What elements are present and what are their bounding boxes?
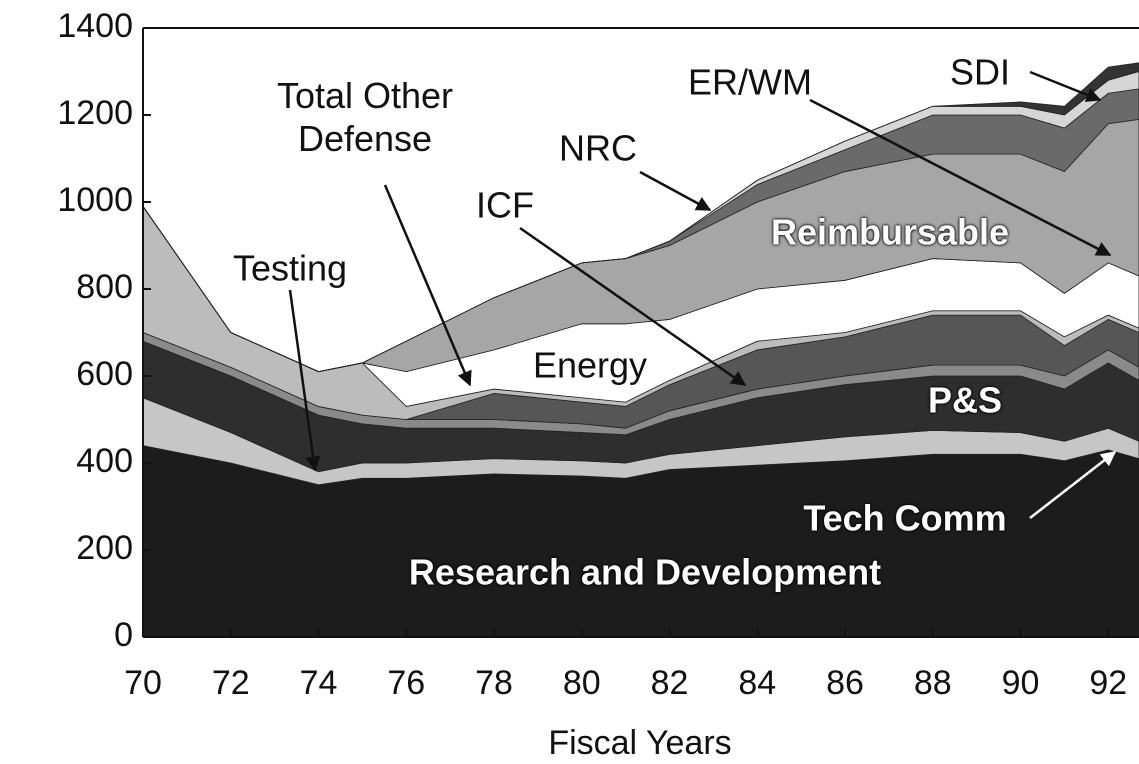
arrow <box>1029 451 1117 519</box>
series-label: Reimbursable <box>770 211 1010 253</box>
arrow <box>1029 70 1102 102</box>
axes: 0 200 400 600 800 1000 1200 1400 70 72 74 76 78 80 82 8… <box>57 7 1139 702</box>
y-tick-label: 800 <box>76 268 133 306</box>
series-label: Tech Comm <box>803 497 1007 539</box>
arrows <box>288 70 1117 519</box>
series-label: P&S <box>927 379 1003 421</box>
y-tick-label: 1000 <box>57 181 133 219</box>
x-axis-title: Fiscal Years <box>548 724 731 762</box>
series-label: ER/WM <box>688 61 812 103</box>
series-label: Total Other Defense <box>276 75 454 159</box>
x-tick-label: 70 <box>124 664 162 702</box>
arrow <box>288 289 321 472</box>
x-tick-label: 82 <box>651 664 689 702</box>
y-tick-label: 1200 <box>57 94 133 132</box>
x-tick-label: 92 <box>1089 664 1127 702</box>
arrow <box>519 226 747 387</box>
x-tick-label: 76 <box>387 664 425 702</box>
area <box>142 62 1139 373</box>
y-tick-label: 400 <box>76 442 133 480</box>
x-tick-label: 78 <box>475 664 513 702</box>
y-tick-label: 0 <box>114 616 133 654</box>
y-tick-label: 600 <box>76 355 133 393</box>
series-label: ICF <box>476 184 534 226</box>
series-label: NRC <box>559 127 637 169</box>
series-label: Testing <box>232 247 348 289</box>
series-label: Research and Development <box>408 551 882 593</box>
arrow <box>639 170 712 212</box>
areas <box>142 62 1139 638</box>
arrow <box>383 184 472 387</box>
series-label: Energy <box>532 344 648 386</box>
x-tick-label: 74 <box>300 664 338 702</box>
x-tick-label: 88 <box>914 664 952 702</box>
x-tick-label: 72 <box>212 664 250 702</box>
arrow <box>809 98 1112 257</box>
x-tick-label: 86 <box>826 664 864 702</box>
y-tick-label: 200 <box>76 529 133 567</box>
x-tick-label: 80 <box>563 664 601 702</box>
x-tick-label: 84 <box>738 664 776 702</box>
series-label: SDI <box>949 51 1011 93</box>
y-tick-label: 1400 <box>57 7 133 45</box>
x-tick-label: 90 <box>1002 664 1040 702</box>
